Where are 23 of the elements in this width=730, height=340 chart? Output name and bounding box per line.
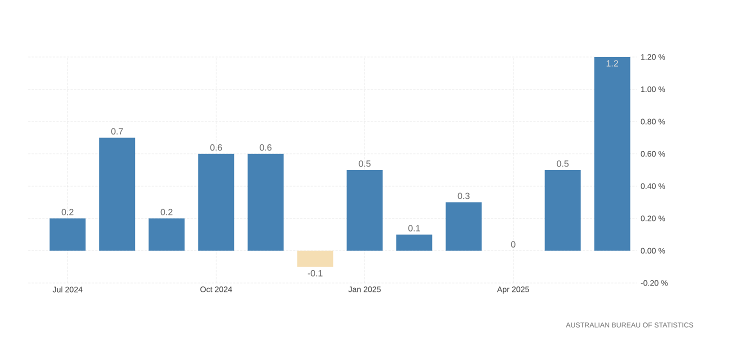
bar (594, 57, 630, 251)
bar (446, 202, 482, 251)
bar (198, 154, 234, 251)
bar (396, 234, 432, 251)
bar (50, 218, 86, 251)
bar (99, 138, 136, 251)
data-label: 0.5 (556, 160, 569, 167)
bar (248, 154, 284, 251)
data-label: 0.3 (458, 192, 470, 200)
bar (544, 170, 581, 251)
data-label: 0.2 (160, 208, 172, 216)
bar (346, 170, 383, 251)
data-label: 0.6 (210, 144, 222, 151)
data-label: 0.1 (408, 225, 420, 232)
data-label: -0.1 (308, 270, 322, 276)
data-label: 0 (511, 241, 516, 248)
data-label: 1.2 (606, 60, 618, 66)
bar (297, 250, 334, 267)
data-label: 0.7 (111, 128, 123, 135)
bar (148, 218, 185, 251)
data-label: 0.5 (358, 160, 371, 167)
data-label: 0.2 (62, 208, 74, 216)
data-label: 0.6 (260, 144, 272, 151)
